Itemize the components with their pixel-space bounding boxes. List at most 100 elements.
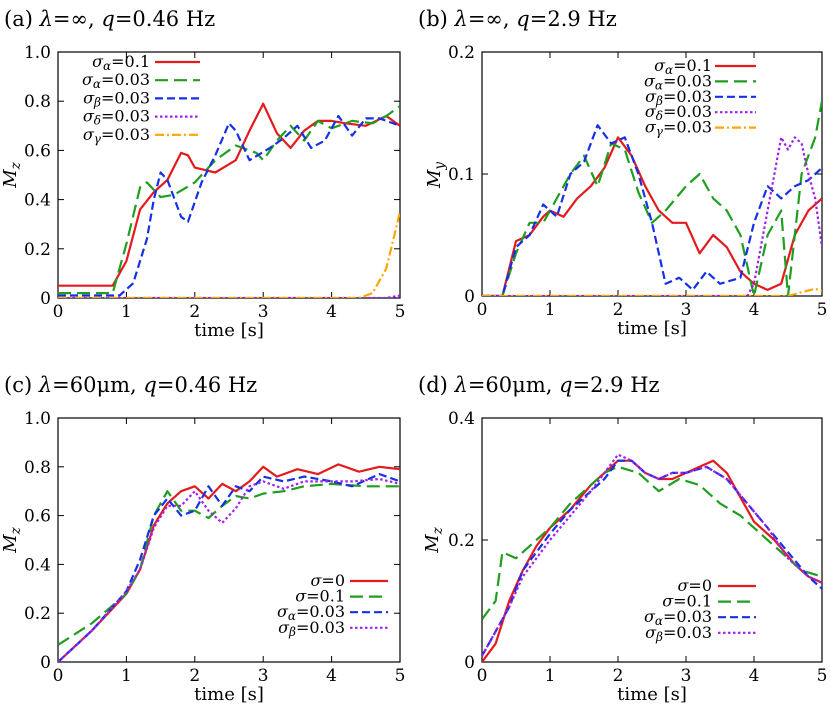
series-line-2	[58, 482, 400, 646]
series-line-4	[482, 136, 822, 296]
series-line-1	[58, 463, 400, 662]
y-axis-label: Mz	[0, 526, 24, 553]
y-axis-label-group: My	[424, 162, 448, 189]
y-axis-label: Mz	[0, 161, 24, 188]
x-tick-label: 0	[477, 666, 488, 686]
series-line-3	[58, 473, 400, 662]
series-line-2	[482, 100, 822, 296]
series-line-2	[482, 465, 822, 620]
y-tick-label: 0.2	[24, 604, 51, 624]
y-axis-label-group: Mz	[422, 526, 446, 553]
legend-label: σα=0.03	[644, 607, 712, 628]
y-tick-label: 0.4	[24, 191, 51, 211]
x-tick-label: 4	[749, 666, 760, 686]
series-line-5	[482, 287, 822, 296]
panel-title: (c) λ=60μm, q=0.46 Hz	[4, 373, 257, 397]
x-tick-label: 1	[545, 300, 556, 320]
legend-label: σδ=0.03	[83, 107, 150, 128]
y-tick-label: 0	[464, 287, 475, 307]
series-line-4	[482, 453, 822, 657]
x-tick-label: 3	[258, 302, 269, 322]
legend-label: σβ=0.03	[645, 623, 712, 644]
x-tick-label: 2	[189, 302, 200, 322]
legend-label: σ=0.1	[295, 587, 345, 606]
x-tick-label: 1	[545, 666, 556, 686]
y-tick-label: 0.4	[24, 555, 51, 575]
x-tick-label: 0	[53, 302, 64, 322]
x-tick-label: 4	[326, 666, 337, 686]
plot-frame	[57, 417, 401, 663]
legend-label: σγ=0.03	[83, 125, 150, 146]
y-axis-label-group: Mz	[0, 161, 24, 188]
legend-label: σα=0.1	[654, 56, 712, 77]
y-tick-label: 1.0	[24, 43, 51, 63]
x-tick-label: 5	[395, 302, 406, 322]
series-line-1	[482, 136, 822, 296]
y-tick-label: 0	[40, 653, 51, 673]
y-tick-label: 0	[40, 289, 51, 309]
panel-title: (a) λ=∞, q=0.46 Hz	[4, 7, 215, 31]
x-tick-label: 5	[817, 666, 828, 686]
x-tick-label: 2	[613, 300, 624, 320]
legend-label: σβ=0.03	[83, 88, 150, 109]
series-line-3	[482, 459, 822, 657]
x-axis-label: time [s]	[617, 318, 687, 339]
y-axis-label: My	[424, 162, 448, 189]
x-tick-label: 2	[613, 666, 624, 686]
legend-label: σα=0.1	[92, 52, 150, 73]
x-axis-label: time [s]	[194, 320, 264, 341]
x-tick-label: 5	[817, 300, 828, 320]
panel-title: (b) λ=∞, q=2.9 Hz	[418, 7, 617, 31]
legend-label: σβ=0.03	[645, 87, 712, 108]
x-tick-label: 3	[258, 666, 269, 686]
x-tick-label: 4	[326, 302, 337, 322]
series-line-3	[482, 124, 822, 296]
panel-4: 0 1 2 3 4 5 0 0.2 0.4 (d) λ=60μm, q=2.9 Hz time [s…	[418, 373, 827, 705]
panel-title: (d) λ=60μm, q=2.9 Hz	[418, 373, 660, 397]
legend-label: σα=0.03	[82, 70, 150, 91]
y-tick-label: 0.8	[24, 92, 51, 112]
x-axis-label: time [s]	[617, 684, 687, 705]
y-tick-label: 0.6	[24, 141, 51, 161]
series-line-5	[58, 211, 400, 298]
legend-label: σγ=0.03	[645, 118, 712, 139]
x-tick-label: 0	[477, 300, 488, 320]
x-tick-label: 1	[121, 302, 132, 322]
panel-1: 0 1 2 3 4 5 0 0.2 0.4 0.6 0.8 1.0 (a) λ=∞, q=0.46 Hz…	[0, 7, 405, 341]
legend-label: σβ=0.03	[278, 618, 345, 639]
y-axis-label: Mz	[422, 526, 446, 553]
y-tick-label: 0	[464, 653, 475, 673]
legend-label: σα=0.03	[277, 602, 345, 623]
x-tick-label: 5	[395, 666, 406, 686]
x-axis-label: time [s]	[194, 684, 264, 705]
series-line-3	[58, 114, 400, 297]
y-tick-label: 0.1	[448, 165, 475, 185]
y-tick-label: 1.0	[24, 409, 51, 429]
x-tick-label: 3	[681, 666, 692, 686]
y-tick-label: 0.2	[448, 531, 475, 551]
series-line-2	[58, 105, 400, 295]
series-line-4	[58, 477, 400, 662]
x-tick-label: 1	[121, 666, 132, 686]
x-tick-label: 4	[749, 300, 760, 320]
x-tick-label: 2	[189, 666, 200, 686]
y-tick-label: 0.2	[24, 240, 51, 260]
legend-label: σδ=0.03	[645, 102, 712, 123]
x-tick-label: 3	[681, 300, 692, 320]
x-tick-label: 0	[53, 666, 64, 686]
y-tick-label: 0.4	[448, 409, 475, 429]
panel-2: 0 1 2 3 4 5 0 0.1 0.2 (b) λ=∞, q=2.9 Hz time [s] My…	[418, 7, 827, 339]
y-axis-label-group: Mz	[0, 526, 24, 553]
y-tick-label: 0.6	[24, 507, 51, 527]
legend-label: σα=0.03	[644, 71, 712, 92]
y-tick-label: 0.2	[448, 43, 475, 63]
legend-label: σ=0	[310, 571, 345, 590]
panel-3: 0 1 2 3 4 5 0 0.2 0.4 0.6 0.8 1.0 (c) λ=60μm, q=0.46…	[0, 373, 405, 705]
legend-label: σ=0.1	[662, 592, 712, 611]
legend-label: σ=0	[677, 576, 712, 595]
